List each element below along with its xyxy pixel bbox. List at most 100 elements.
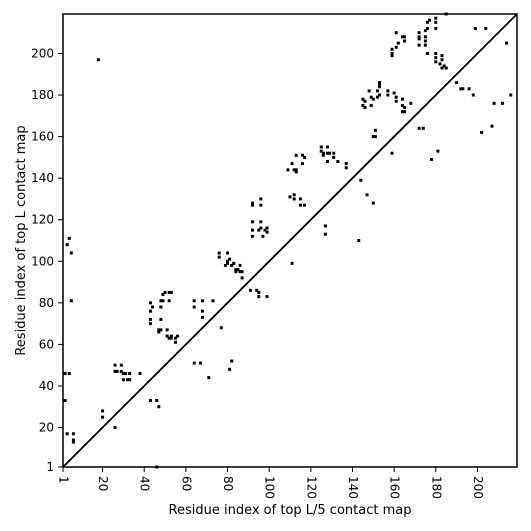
contact-point bbox=[128, 378, 132, 382]
plot-frame bbox=[62, 13, 518, 468]
contact-point bbox=[228, 367, 232, 371]
contact-point bbox=[403, 35, 407, 39]
contact-point bbox=[509, 93, 513, 97]
contact-point bbox=[251, 234, 255, 238]
contact-point bbox=[480, 130, 484, 134]
contact-point bbox=[434, 60, 438, 64]
contact-point bbox=[390, 151, 394, 155]
contact-point bbox=[294, 168, 298, 172]
contact-point bbox=[390, 54, 394, 58]
contact-point bbox=[148, 317, 152, 321]
contact-point bbox=[148, 309, 152, 313]
contact-point bbox=[403, 110, 407, 114]
contact-point bbox=[434, 51, 438, 55]
contact-point bbox=[336, 160, 340, 164]
contact-point bbox=[375, 89, 379, 93]
contact-point bbox=[396, 41, 400, 45]
contact-point bbox=[165, 328, 169, 332]
contact-point bbox=[440, 58, 444, 62]
y-tick-label: 180 bbox=[31, 88, 54, 102]
contact-point bbox=[236, 268, 240, 272]
contact-point bbox=[286, 168, 290, 172]
contact-point bbox=[257, 295, 261, 299]
contact-point bbox=[101, 409, 105, 413]
contact-point bbox=[428, 18, 432, 22]
contact-point bbox=[67, 236, 71, 240]
contact-point bbox=[394, 95, 398, 99]
contact-point bbox=[261, 234, 265, 238]
contact-point bbox=[121, 378, 125, 382]
contact-point bbox=[392, 91, 396, 95]
contact-point bbox=[417, 126, 421, 130]
contact-point bbox=[359, 178, 363, 182]
contact-point bbox=[240, 276, 244, 280]
contact-point bbox=[409, 101, 413, 105]
contact-point bbox=[490, 124, 494, 128]
contact-point bbox=[251, 220, 255, 224]
contact-point bbox=[292, 168, 296, 172]
contact-point bbox=[386, 93, 390, 97]
contact-point bbox=[294, 170, 298, 174]
contact-point bbox=[321, 153, 325, 157]
contact-point bbox=[226, 259, 230, 263]
contact-point bbox=[434, 27, 438, 31]
contact-point bbox=[71, 440, 75, 444]
y-tick-label: 60 bbox=[39, 337, 54, 351]
contact-point bbox=[332, 151, 336, 155]
contact-point bbox=[394, 45, 398, 49]
contact-point bbox=[167, 336, 171, 340]
contact-point bbox=[294, 153, 298, 157]
contact-point bbox=[165, 334, 169, 338]
contact-point bbox=[363, 106, 367, 110]
contact-point bbox=[444, 66, 448, 70]
contact-point bbox=[325, 145, 329, 149]
y-tick-label: 200 bbox=[31, 46, 54, 60]
contact-point bbox=[234, 268, 238, 272]
contact-point bbox=[438, 62, 442, 66]
contact-point bbox=[69, 251, 73, 255]
contact-point bbox=[65, 243, 69, 247]
contact-point bbox=[161, 299, 165, 303]
contact-point bbox=[159, 305, 163, 309]
contact-point bbox=[207, 376, 211, 380]
x-tick-label: 80 bbox=[221, 476, 235, 491]
contact-point bbox=[290, 261, 294, 265]
contact-point bbox=[69, 299, 73, 303]
x-tick-label: 1 bbox=[57, 476, 71, 484]
contact-point bbox=[484, 27, 488, 31]
contact-point bbox=[167, 290, 171, 294]
contact-point bbox=[123, 371, 127, 375]
contact-point bbox=[201, 309, 205, 313]
x-tick-label: 120 bbox=[304, 476, 318, 499]
contact-point bbox=[148, 322, 152, 326]
contact-point bbox=[148, 399, 152, 403]
contact-point bbox=[423, 43, 427, 47]
contact-point bbox=[238, 270, 242, 274]
contact-point bbox=[357, 239, 361, 242]
contact-point bbox=[300, 162, 304, 166]
contact-point bbox=[400, 97, 404, 101]
contact-point bbox=[211, 299, 215, 303]
contact-point bbox=[373, 135, 377, 139]
contact-point bbox=[430, 157, 434, 161]
contact-point bbox=[417, 43, 421, 47]
contact-point bbox=[217, 255, 221, 259]
contact-point bbox=[390, 47, 394, 51]
x-tick-label: 40 bbox=[138, 476, 152, 491]
contact-point bbox=[371, 97, 375, 101]
contact-point bbox=[423, 35, 427, 39]
contact-point bbox=[403, 106, 407, 110]
y-tick-label: 1 bbox=[46, 460, 54, 474]
contact-point bbox=[423, 29, 427, 33]
contact-point bbox=[461, 87, 465, 91]
contact-point bbox=[434, 16, 438, 20]
contact-point bbox=[126, 378, 130, 382]
contact-point bbox=[121, 371, 125, 375]
contact-point bbox=[259, 203, 263, 207]
contact-point bbox=[434, 20, 438, 24]
contact-point bbox=[226, 261, 230, 265]
contact-point bbox=[400, 110, 404, 114]
contact-point bbox=[113, 426, 117, 430]
